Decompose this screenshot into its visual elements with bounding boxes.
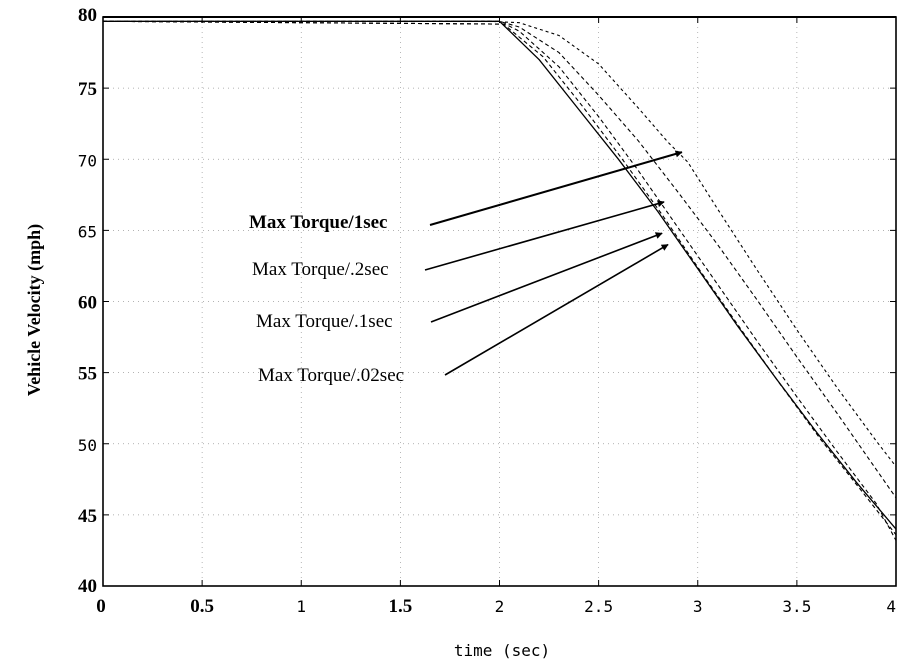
y-tick-label: 75	[78, 79, 97, 100]
y-tick-label: 60	[78, 293, 97, 314]
x-tick-label: 3	[693, 597, 703, 616]
series-group	[102, 16, 897, 541]
grid	[103, 17, 896, 586]
y-axis-label: Vehicle Velocity (mph)	[24, 224, 45, 396]
annotation-label: Max Torque/.02sec	[258, 365, 404, 386]
annotation-arrow	[429, 150, 683, 226]
y-tick-label: 80	[78, 5, 97, 26]
annotations: Max Torque/1sec Max Torque/.2sec Max Torqu…	[249, 150, 683, 386]
y-tick-label: 55	[78, 364, 97, 385]
x-tick-label: 1.5	[389, 596, 413, 617]
x-tick-label: 1	[296, 597, 306, 616]
x-tick-label: 0.5	[190, 596, 214, 617]
series-line-3	[102, 20, 897, 541]
y-tick-label: 50	[78, 436, 97, 455]
y-tick-label: 70	[78, 151, 97, 170]
x-tick-label: 2.5	[584, 597, 613, 616]
x-axis-label: time (sec)	[454, 641, 550, 660]
x-tick-label: 0	[96, 596, 106, 617]
x-tick-label: 3.5	[782, 597, 811, 616]
y-tick-label: 65	[78, 222, 97, 241]
annotation-label: Max Torque/1sec	[249, 212, 387, 233]
annotation-arrow	[430, 232, 663, 323]
annotation-arrow	[424, 200, 665, 271]
annotation-label: Max Torque/.2sec	[252, 259, 389, 280]
y-tick-label: 45	[78, 506, 97, 527]
y-tick-label: 40	[78, 576, 97, 597]
x-tick-label: 2	[495, 597, 505, 616]
series-line-4	[103, 20, 897, 499]
series-line-2	[102, 20, 897, 536]
series-line-5	[103, 20, 897, 467]
series-line-1	[103, 20, 897, 530]
annotation-label: Max Torque/.1sec	[256, 311, 393, 332]
tick-labels: 0 0.5 1 1.5 2 2.5 3 3.5 4 40 45 50 55 60 65 70 75 80	[78, 5, 897, 617]
x-tick-label: 4	[886, 597, 896, 616]
annotation-arrow	[444, 243, 669, 376]
